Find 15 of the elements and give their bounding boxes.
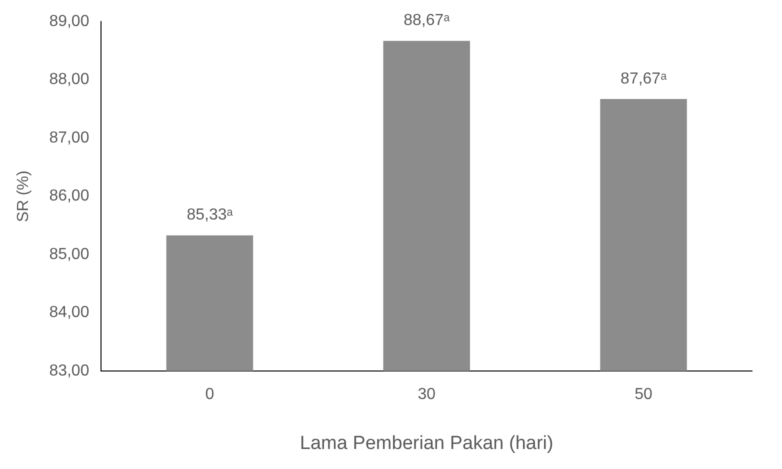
- y-tick-label: 86,00: [49, 188, 90, 205]
- y-tick-label: 89,00: [49, 13, 90, 30]
- y-tick-label: 84,00: [49, 304, 90, 322]
- y-tick-label: 88,00: [49, 71, 90, 88]
- x-tick-label: 0: [205, 386, 214, 404]
- data-label: 88,67ᵃ: [404, 12, 451, 30]
- data-label: 85,33ᵃ: [186, 206, 234, 224]
- x-axis-title: Lama Pemberian Pakan (hari): [300, 432, 554, 454]
- x-tick-label: 30: [418, 386, 436, 404]
- y-tick-label: 85,00: [49, 246, 90, 263]
- y-axis-title: SR (%): [15, 170, 32, 222]
- y-tick-label: 83,00: [49, 362, 90, 380]
- x-tick-label: 50: [634, 386, 653, 404]
- data-label: 87,67ᵃ: [620, 70, 668, 88]
- y-tick-label: 87,00: [49, 129, 90, 146]
